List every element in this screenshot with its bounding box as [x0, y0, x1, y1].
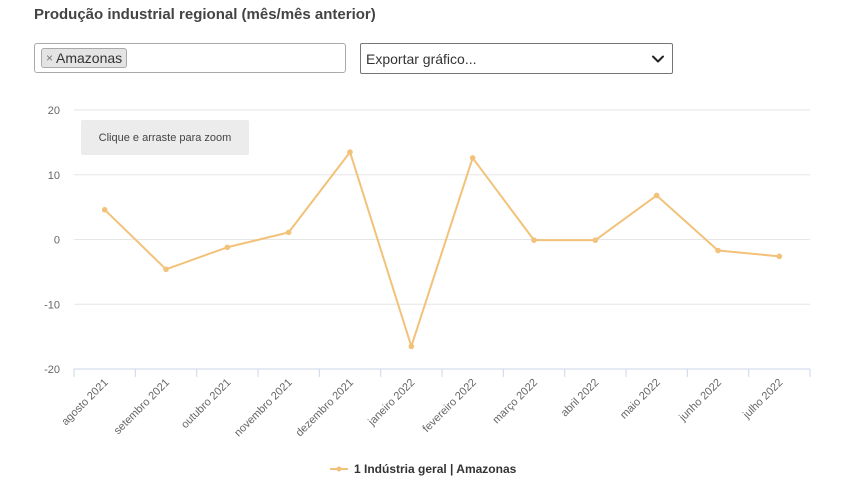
- data-point[interactable]: [531, 237, 537, 243]
- export-select-label: Exportar gráfico...: [366, 50, 477, 67]
- y-tick-label: 0: [54, 235, 60, 247]
- y-tick-label: 10: [48, 170, 60, 182]
- x-tick-label: julho 2022: [740, 377, 785, 422]
- y-tick-label: -10: [44, 299, 60, 311]
- chevron-down-icon: [652, 55, 664, 62]
- x-tick-label: maio 2022: [618, 377, 663, 422]
- page-title: Produção industrial regional (mês/mês an…: [34, 6, 376, 23]
- remove-tag-icon[interactable]: ×: [46, 51, 54, 65]
- export-chart-select[interactable]: Exportar gráfico...: [360, 43, 673, 74]
- series[interactable]: [101, 149, 783, 350]
- data-point[interactable]: [653, 192, 660, 199]
- legend-item[interactable]: 1 Indústria geral | Amazonas: [330, 462, 516, 476]
- x-tick-label: outubro 2021: [179, 377, 233, 431]
- data-point[interactable]: [101, 206, 108, 213]
- region-tag-label: Amazonas: [56, 50, 123, 66]
- data-point[interactable]: [592, 237, 599, 243]
- x-tick-label: novembro 2021: [232, 377, 295, 440]
- y-tick-label: 20: [48, 105, 60, 117]
- region-tag[interactable]: × Amazonas: [41, 48, 128, 68]
- y-axis-tick-labels: 20 10 0 -10 -20: [44, 105, 60, 376]
- region-filter-input[interactable]: × Amazonas: [34, 43, 346, 73]
- y-tick-label: -20: [44, 364, 60, 376]
- x-tick-label: setembro 2021: [112, 377, 172, 437]
- data-point[interactable]: [224, 244, 231, 251]
- x-axis-tick-labels: agosto 2021 setembro 2021 outubro 2021nove…: [59, 377, 785, 440]
- legend-line-icon: [330, 466, 348, 472]
- zoom-hint: Clique e arraste para zoom: [81, 120, 249, 155]
- data-point[interactable]: [347, 149, 353, 155]
- x-axis: [73, 368, 811, 377]
- x-tick-label: abril 2022: [559, 377, 602, 420]
- data-point[interactable]: [715, 247, 721, 254]
- data-point[interactable]: [408, 343, 415, 350]
- x-tick-label: agosto 2021: [59, 377, 110, 428]
- legend-label: 1 Indústria geral | Amazonas: [354, 462, 517, 476]
- data-point[interactable]: [285, 229, 292, 236]
- grid-lines: [74, 109, 810, 305]
- x-tick-label: junho 2022: [676, 377, 724, 425]
- data-point[interactable]: [469, 155, 476, 161]
- series-line[interactable]: [103, 151, 780, 348]
- x-tick-label: fevereiro 2022: [421, 377, 479, 435]
- data-point[interactable]: [776, 253, 783, 260]
- data-point[interactable]: [163, 266, 169, 273]
- x-tick-label: dezembro 2021: [294, 377, 357, 440]
- x-tick-label: janeiro 2022: [365, 377, 417, 429]
- x-tick-label: março 2022: [491, 377, 541, 427]
